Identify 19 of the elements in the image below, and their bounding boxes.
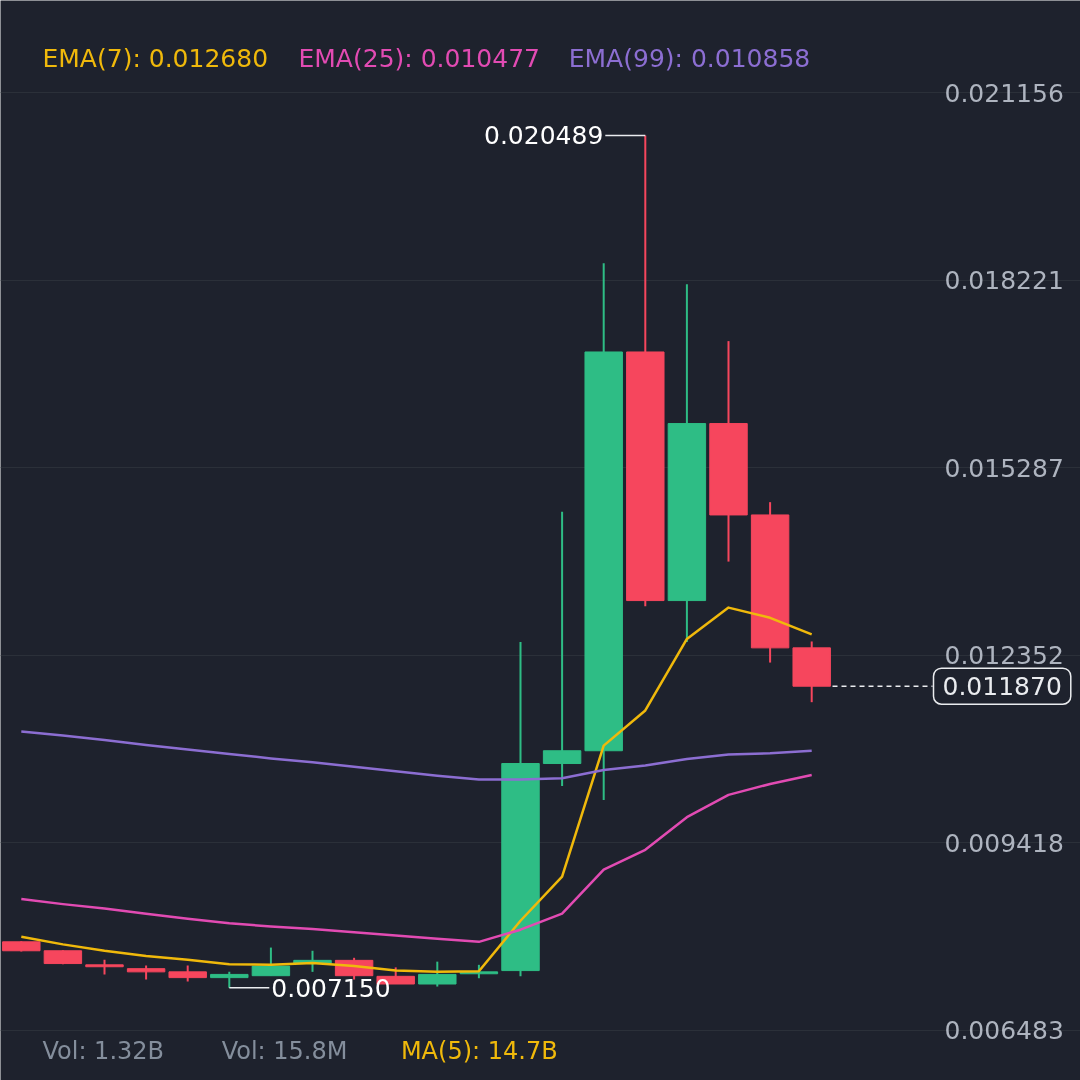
text: EMA(25): 0.010477: [298, 44, 540, 73]
annotation: Vol: 15.8M: [221, 1036, 348, 1065]
line-series: [20, 606, 813, 974]
y-tick-label: 0.018221: [944, 266, 1064, 296]
y-tick-label: 0.012352: [944, 641, 1064, 671]
annotation: Vol: 1.32B: [42, 1036, 165, 1065]
ref-line-label: 0.011870: [942, 672, 1062, 702]
text: 0.007150: [271, 973, 391, 1003]
line-series: [20, 773, 813, 944]
text: EMA(99): 0.010858: [568, 44, 811, 73]
candlestick: [542, 510, 582, 787]
annotation: MA(5): 14.7B: [400, 1036, 558, 1065]
text: EMA(7): 0.012680: [42, 44, 269, 73]
text: 0.020489: [484, 121, 604, 151]
y-tick-label: 0.006483: [944, 1016, 1064, 1046]
line-series: [20, 730, 813, 781]
y-tick-label: 0.021156: [944, 78, 1064, 108]
y-tick-label: 0.015287: [944, 453, 1064, 483]
y-tick-label: 0.009418: [944, 828, 1064, 858]
